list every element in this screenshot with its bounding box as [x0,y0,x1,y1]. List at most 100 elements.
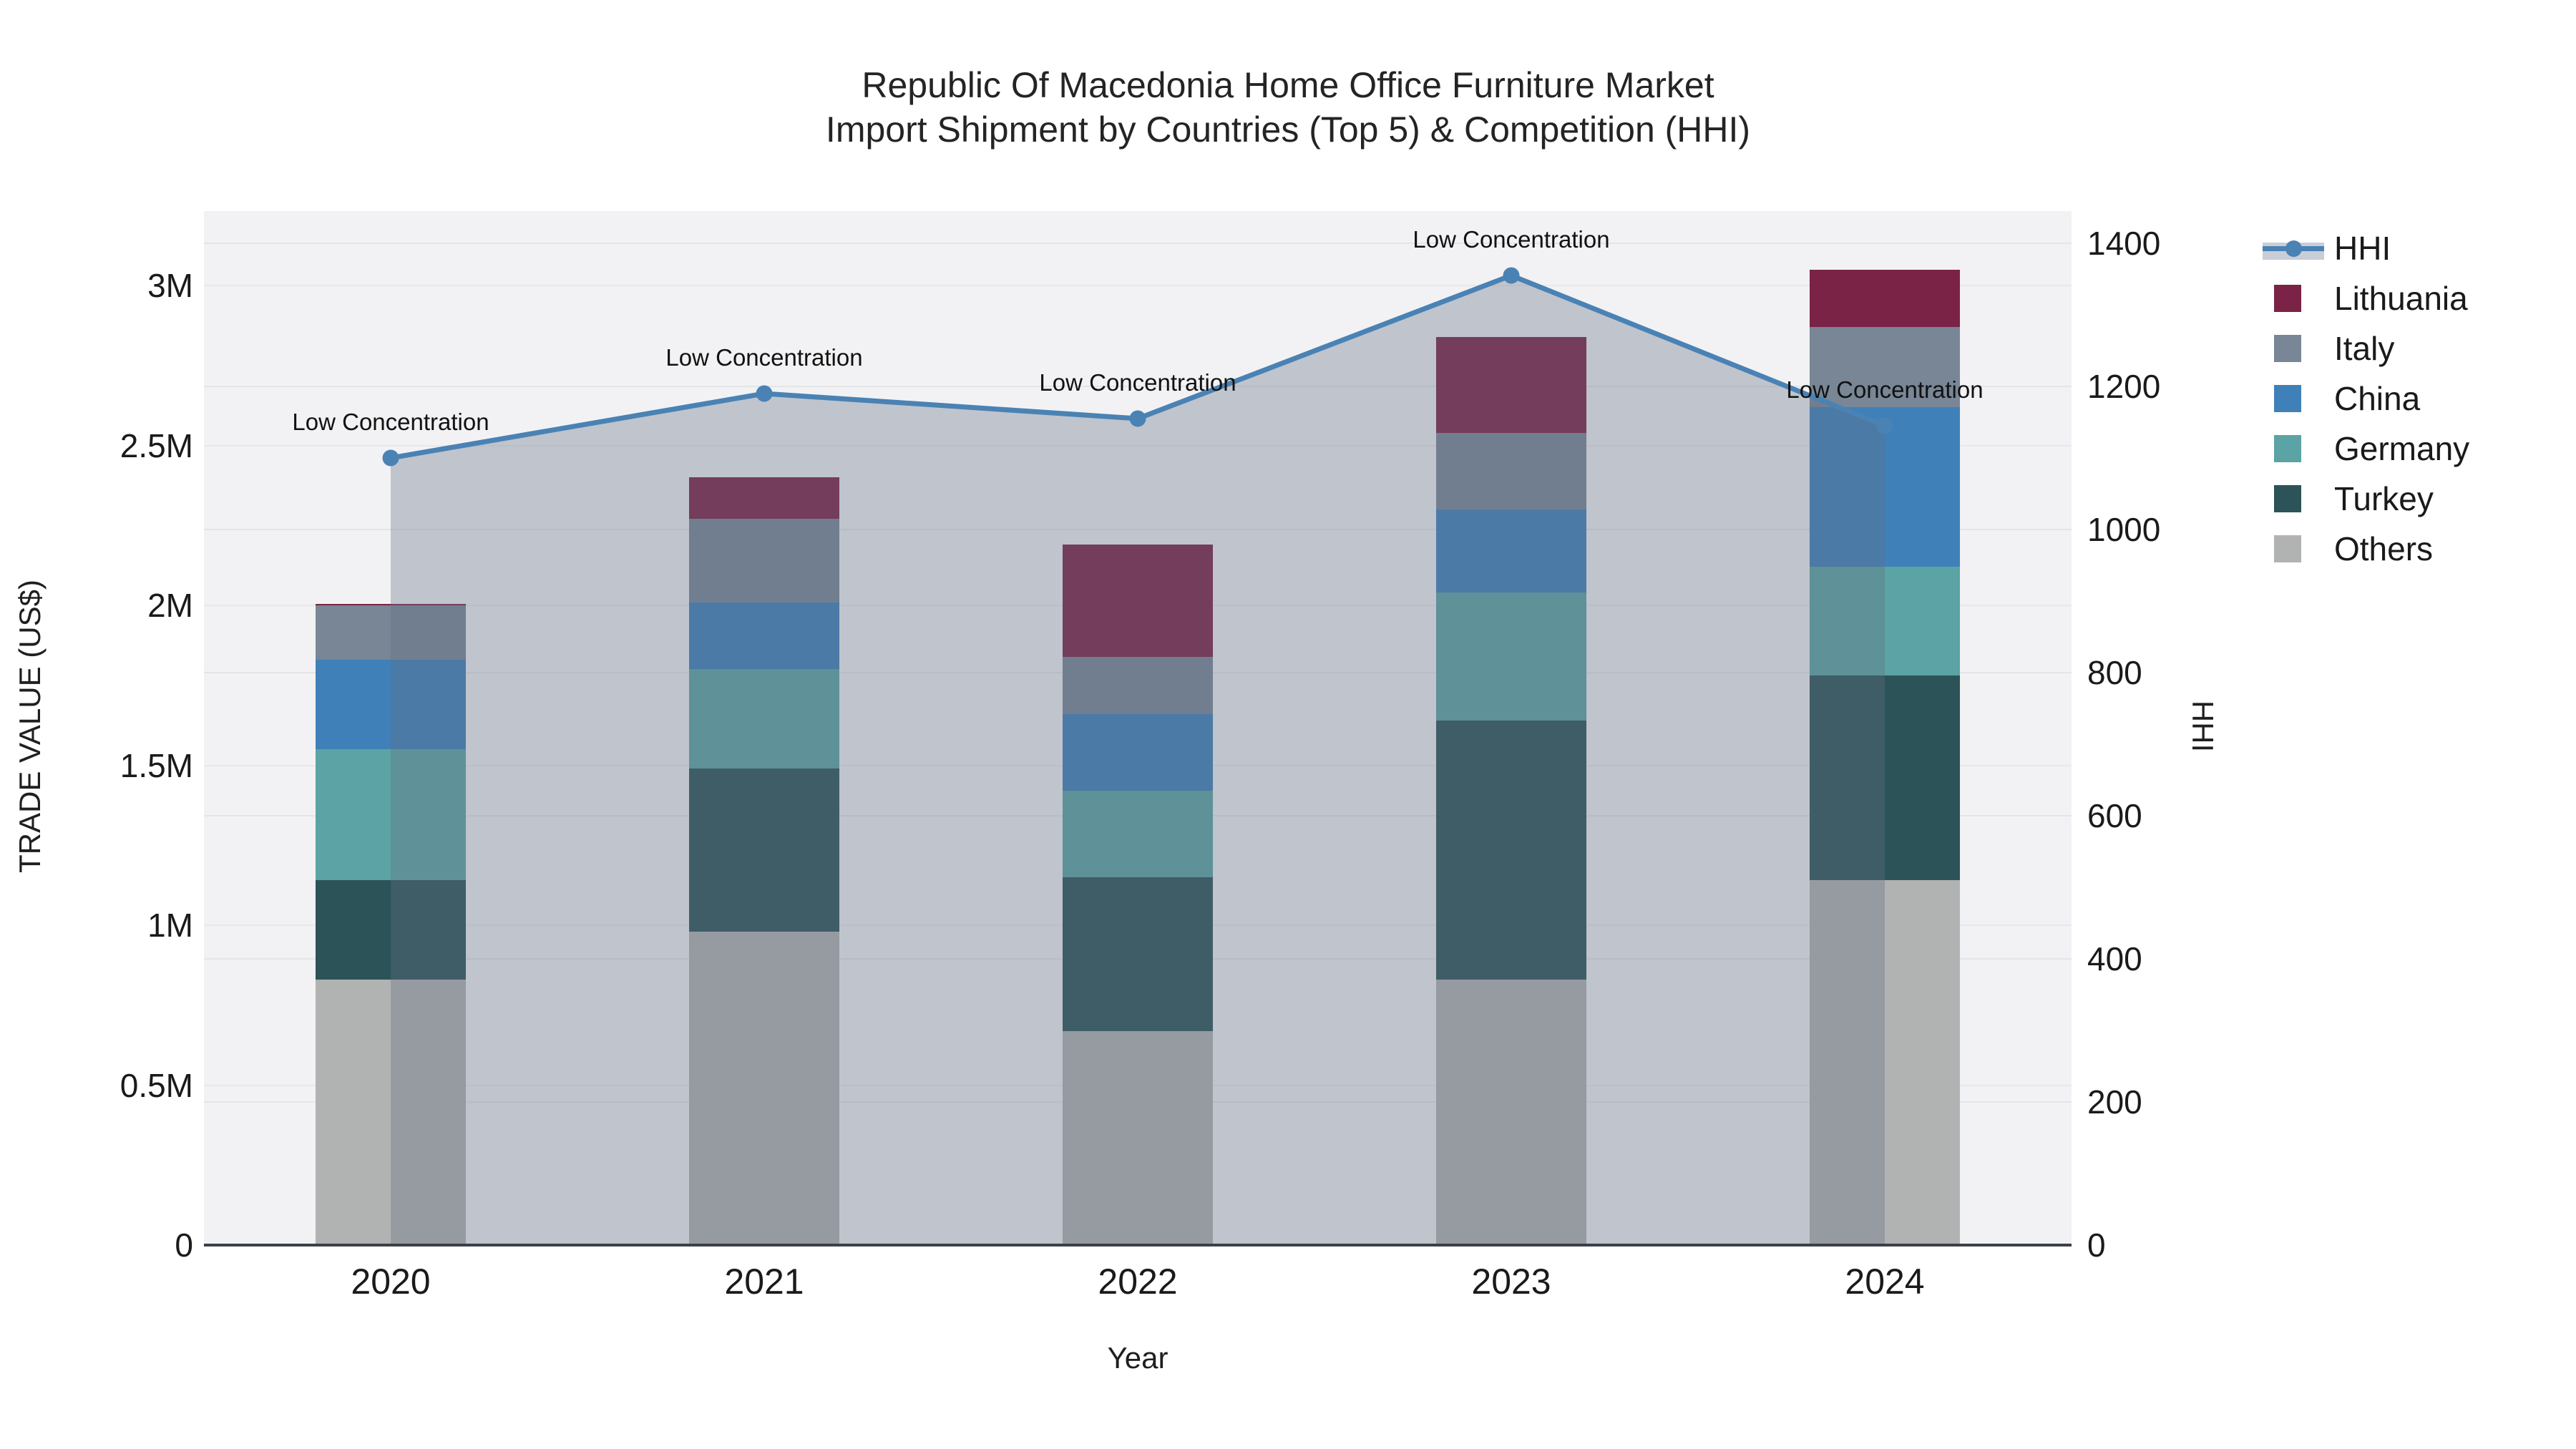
bar-segment-italy-2020[interactable] [316,605,466,660]
chart-title-line1: Republic Of Macedonia Home Office Furnit… [862,65,1714,105]
y-left-tick-2M: 2M [147,587,193,625]
legend-item-china[interactable]: China [2263,374,2469,424]
legend-item-italy[interactable]: Italy [2263,323,2469,374]
hhi-line-legend-dot [2285,240,2302,257]
legend-label-others: Others [2334,530,2434,567]
bar-segment-turkey-2020[interactable] [316,880,466,980]
legend-item-others[interactable]: Others [2263,524,2469,574]
y-right-tick-200: 200 [2087,1083,2142,1121]
legend-swatch-others [2274,535,2301,562]
x-tick-2021: 2021 [724,1262,804,1302]
bar-segment-others-2022[interactable] [1063,1030,1213,1245]
hhi-point-label-2024: Low Concentration [1786,376,1984,403]
bar-segment-turkey-2021[interactable] [689,769,839,932]
legend-item-hhi[interactable]: HHI [2263,223,2469,273]
bar-segment-germany-2024[interactable] [1810,567,1960,676]
bar-segment-turkey-2022[interactable] [1063,877,1213,1031]
bar-segment-china-2021[interactable] [689,602,839,670]
y-right-tick-400: 400 [2087,940,2142,977]
hhi-marker-2020[interactable] [382,449,399,467]
bar-segment-others-2023[interactable] [1436,980,1586,1245]
y-left-tick-0.5M: 0.5M [119,1066,193,1104]
bar-segment-lithuania-2022[interactable] [1063,545,1213,657]
bar-segment-germany-2023[interactable] [1436,592,1586,721]
y-right-tick-1200: 1200 [2087,368,2161,405]
hhi-point-label-2021: Low Concentration [665,344,863,371]
legend-swatch-icon [2263,479,2324,519]
legend-label-turkey: Turkey [2334,480,2434,517]
y-left-tick-2.5M: 2.5M [119,426,193,464]
y-left-tick-3M: 3M [147,267,193,305]
hhi-marker-2021[interactable] [756,385,773,402]
legend-label-china: China [2334,380,2421,417]
bar-segment-italy-2021[interactable] [689,519,839,602]
legend-swatch-china [2274,385,2301,412]
bar-segment-china-2024[interactable] [1810,406,1960,567]
legend-swatch-icon [2263,328,2324,369]
bar-segment-germany-2020[interactable] [316,749,466,881]
gridline-left [204,285,2072,287]
bar-segment-italy-2022[interactable] [1063,656,1213,715]
hhi-line [390,273,1886,461]
gridline-right [204,243,2072,244]
legend-label-lithuania: Lithuania [2334,280,2468,317]
y-right-tick-600: 600 [2087,797,2142,834]
bar-segment-germany-2021[interactable] [689,669,839,769]
bar-segment-others-2021[interactable] [689,931,839,1245]
bar-segment-china-2020[interactable] [316,660,466,750]
legend-item-turkey[interactable]: Turkey [2263,474,2469,524]
legend-label-hhi: HHI [2334,230,2391,267]
y-axis-right-title: HHI [2186,700,2220,753]
x-axis-line [204,1244,2072,1246]
gridline-left [204,444,2072,447]
y-right-tick-800: 800 [2087,654,2142,691]
bar-segment-others-2020[interactable] [316,980,466,1245]
y-right-tick-1000: 1000 [2087,511,2161,548]
x-tick-2022: 2022 [1098,1262,1178,1302]
y-left-tick-1M: 1M [147,907,193,945]
legend: HHI Lithuania Italy China Germany Turkey Other… [2263,223,2469,574]
hhi-marker-2022[interactable] [1129,410,1146,427]
y-axis-left-title: TRADE VALUE (US$) [13,580,47,873]
x-tick-2020: 2020 [351,1262,431,1302]
bar-segment-turkey-2024[interactable] [1810,675,1960,881]
bar-segment-italy-2023[interactable] [1436,432,1586,509]
legend-swatch-lithuania [2274,285,2301,312]
legend-swatch-icon [2263,529,2324,569]
legend-swatch-italy [2274,335,2301,362]
hhi-point-label-2020: Low Concentration [292,409,489,435]
legend-swatch-icon [2263,379,2324,419]
x-tick-2024: 2024 [1845,1262,1925,1302]
y-right-tick-0: 0 [2087,1226,2106,1264]
y-left-tick-0: 0 [175,1226,193,1264]
hhi-marker-2023[interactable] [1503,267,1520,284]
legend-item-lithuania[interactable]: Lithuania [2263,273,2469,323]
bar-segment-lithuania-2020[interactable] [316,603,466,606]
x-tick-2023: 2023 [1471,1262,1551,1302]
bar-segment-china-2023[interactable] [1436,509,1586,593]
bar-segment-turkey-2023[interactable] [1436,720,1586,980]
hhi-point-label-2022: Low Concentration [1039,369,1236,396]
legend-label-germany: Germany [2334,430,2470,467]
bar-segment-germany-2022[interactable] [1063,791,1213,877]
legend-label-italy: Italy [2334,330,2395,367]
bar-segment-lithuania-2021[interactable] [689,477,839,519]
bar-segment-lithuania-2024[interactable] [1810,269,1960,328]
plot-area: Low Concentration Low Concentration Low Co… [204,211,2072,1246]
bar-segment-others-2024[interactable] [1810,880,1960,1245]
legend-item-germany[interactable]: Germany [2263,424,2469,474]
chart-title-line2: Import Shipment by Countries (Top 5) & C… [825,109,1751,150]
legend-swatch-icon [2263,429,2324,469]
legend-swatch-turkey [2274,485,2301,512]
y-right-tick-1400: 1400 [2087,225,2161,262]
y-left-tick-1.5M: 1.5M [119,746,193,784]
bar-segment-lithuania-2023[interactable] [1436,336,1586,433]
legend-swatch-germany [2274,435,2301,462]
bar-segment-china-2022[interactable] [1063,714,1213,791]
x-axis-title: Year [1107,1341,1169,1375]
hhi-line-legend-icon [2263,228,2324,268]
gridline-right [204,529,2072,530]
hhi-point-label-2023: Low Concentration [1413,226,1610,253]
legend-swatch-icon [2263,278,2324,318]
